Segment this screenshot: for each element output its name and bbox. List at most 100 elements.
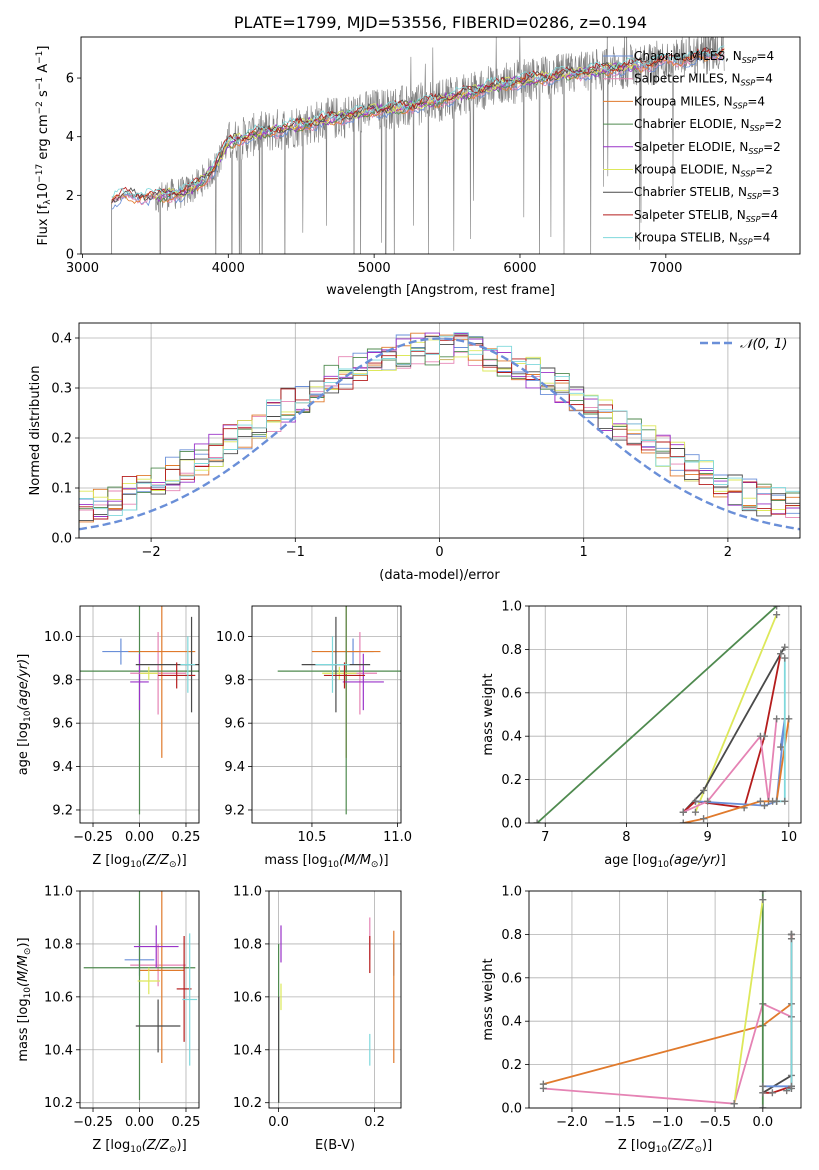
age-vs-metallicity-chart: −0.25 0.00 0.25 9.2 9.4 9.6 9.8 10.0 Z [log10(Z/…: [16, 605, 201, 870]
weight-marker: [781, 654, 789, 662]
model-spectrum-line: [155, 62, 637, 204]
y-tick-label: 4: [66, 130, 74, 145]
mass-vs-ebv-chart: 0.0 0.2 10.2 10.4 10.6 10.8 11.0 E(B-V): [233, 885, 402, 1153]
y-tick-label: 0.2: [501, 773, 522, 788]
y-tick-label: 9.4: [52, 760, 73, 775]
weight-marker: [783, 1087, 791, 1095]
weight-marker: [700, 815, 708, 823]
model-spectrum-line: [111, 45, 725, 199]
x-tick-label: 6000: [503, 261, 536, 276]
x-tick-label: 0.2: [364, 1115, 385, 1130]
x-axis-label: Z [log10(Z/Z⊙)]: [92, 1138, 186, 1155]
weight-marker: [781, 643, 789, 651]
weight-marker: [759, 1089, 767, 1097]
y-tick-label: 10.6: [44, 990, 73, 1005]
weight-series: [694, 614, 778, 813]
y-tick-label: 0.4: [501, 1015, 522, 1030]
y-tick-label: 10.2: [233, 1096, 262, 1111]
x-axis-label: Z [log10(Z/Z⊙)]: [92, 853, 186, 870]
weight-lines: [539, 891, 795, 1108]
errorbar-points: [80, 606, 199, 815]
model-spectrum-line: [111, 53, 725, 210]
y-tick-label: 9.8: [52, 673, 73, 688]
x-tick-label: 4000: [212, 261, 245, 276]
x-tick-label: 2: [724, 545, 732, 560]
weight-marker: [781, 797, 789, 805]
y-axis-label: mass [log10(M/M⊙)]: [16, 937, 33, 1061]
weight-series: [733, 899, 764, 1104]
legend-label: Salpeter MILES, NSSP=4: [634, 72, 773, 88]
x-tick-label: 8: [622, 830, 630, 845]
y-tick-label: 0.1: [51, 482, 72, 497]
errorbar-points: [278, 917, 395, 1103]
x-axis-label: Z [log10(Z/Z⊙)]: [618, 1138, 712, 1155]
y-axis-label: mass weight: [481, 958, 496, 1040]
y-tick-label: 10.4: [44, 1043, 73, 1058]
weight-marker: [773, 606, 781, 610]
y-tick-label: 0.0: [51, 532, 72, 547]
axes-frame: [78, 322, 801, 539]
y-tick-label: 9.6: [224, 717, 245, 732]
legend-label: Kroupa STELIB, NSSP=4: [634, 231, 770, 247]
weight-lines: [533, 606, 793, 823]
x-tick-label: 0.0: [268, 1115, 289, 1130]
x-tick-label: 7: [541, 830, 549, 845]
y-tick-label: 9.8: [224, 673, 245, 688]
y-tick-label: 10.2: [44, 1096, 73, 1111]
y-tick-label: 0.2: [501, 1058, 522, 1073]
x-tick-label: −1.0: [652, 1115, 684, 1130]
weight-marker: [785, 715, 793, 723]
y-tick-label: 0: [66, 248, 74, 263]
weight-marker: [691, 797, 699, 805]
y-axis-label: Normed distribution: [28, 366, 43, 496]
histogram-steps: [79, 332, 800, 531]
model-spectrum-line: [155, 62, 638, 203]
x-axis-label: mass [log10(M/M⊙)]: [264, 853, 388, 870]
weight-marker: [759, 1082, 767, 1090]
histogram-series: [79, 332, 800, 525]
mass-vs-metallicity-chart: −0.25 0.00 0.25 10.2 10.4 10.6 10.8 11.0 Z [log1…: [16, 885, 201, 1156]
weight-marker: [704, 797, 712, 805]
data-spectrum-line: [111, 37, 725, 254]
y-tick-label: 6: [66, 72, 74, 87]
x-tick-label: −1: [286, 545, 305, 560]
x-axis-label: E(B-V): [315, 1138, 355, 1153]
residual-histogram-chart: −2 −1 0 1 2 0.0 0.1 0.2 0.3 0.4 (data-model)/error…: [28, 322, 801, 583]
x-tick-label: 10.5: [297, 830, 326, 845]
x-tick-label: 0.25: [172, 1115, 201, 1130]
legend-label: Salpeter ELODIE, NSSP=2: [634, 140, 781, 156]
y-axis-label: age [log10(age/yr)]: [16, 654, 33, 776]
y-tick-label: 9.6: [52, 717, 73, 732]
y-tick-label: 0.8: [501, 643, 522, 658]
weight-vs-metallicity-chart: −2.0 −1.5 −1.0 −0.5 0.0 0.0 0.2 0.4 0.6 0.8 1.0 Z […: [481, 885, 802, 1155]
weight-vs-age-chart: 7 8 9 10 0.0 0.2 0.4 0.6 0.8 1.0 age [log10(age/yr…: [481, 600, 802, 870]
normal-curve: [79, 337, 800, 531]
y-axis-label: Flux [fλ10−17 erg cm−2 s−1 A−1]: [35, 46, 53, 246]
x-tick-label: −0.5: [699, 1115, 731, 1130]
legend-label: Chabrier ELODIE, NSSP=2: [634, 117, 782, 133]
model-spectrum-line: [111, 47, 725, 201]
weight-marker: [787, 935, 795, 943]
weight-marker: [773, 715, 781, 723]
y-tick-label: 10.0: [216, 630, 245, 645]
weight-marker: [539, 1084, 547, 1092]
y-tick-label: 10.4: [233, 1043, 262, 1058]
y-tick-label: 9.2: [52, 803, 73, 818]
x-tick-label: −1.5: [604, 1115, 636, 1130]
y-tick-label: 9.4: [224, 760, 245, 775]
spectrum-lines: [111, 37, 725, 254]
x-axis-label: (data-model)/error: [379, 568, 500, 583]
y-tick-label: 0.0: [501, 1102, 522, 1117]
axes-frame: [528, 605, 802, 824]
x-tick-label: 11.0: [383, 830, 412, 845]
y-tick-label: 1.0: [501, 600, 522, 615]
x-tick-label: 0.25: [172, 830, 201, 845]
errorbar-points: [83, 891, 198, 1101]
weight-marker: [756, 797, 764, 805]
y-tick-label: 10.8: [233, 937, 262, 952]
x-tick-label: 0.0: [752, 1115, 773, 1130]
x-tick-label: −0.25: [73, 1115, 113, 1130]
x-tick-label: 9: [703, 830, 711, 845]
chart-title: PLATE=1799, MJD=53556, FIBERID=0286, z=0…: [234, 13, 647, 32]
y-tick-label: 11.0: [233, 885, 262, 900]
